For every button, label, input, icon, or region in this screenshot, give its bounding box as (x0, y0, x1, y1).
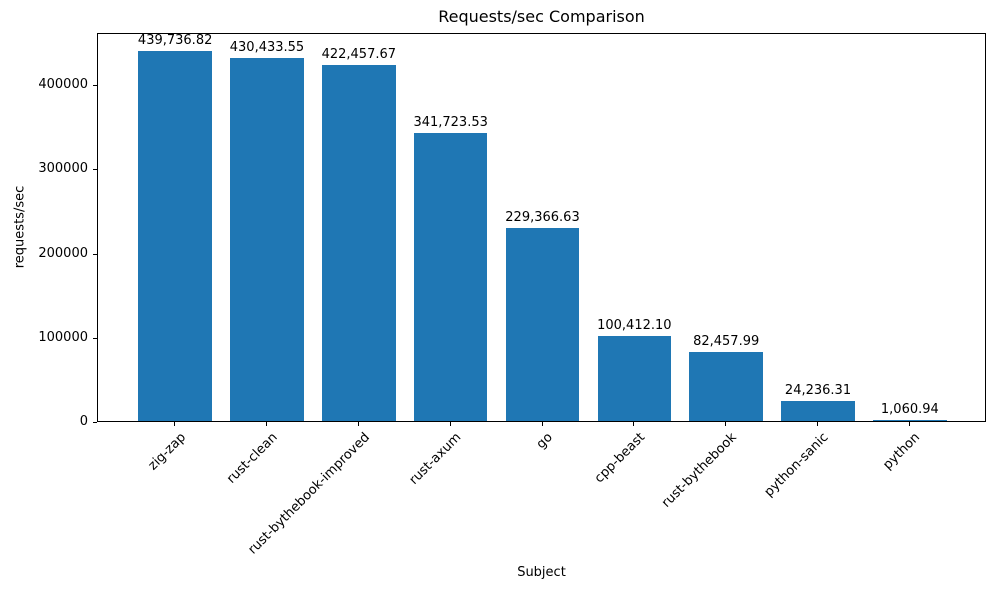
bar-value-label: 422,457.67 (321, 47, 397, 63)
x-tick-label-rust-bythebook: rust-bythebook (659, 430, 740, 511)
x-tick-mark (449, 422, 451, 426)
y-tick-mark (93, 85, 97, 86)
y-tick-label: 400000 (38, 77, 88, 92)
x-tick-label-cpp-beast: cpp-beast (591, 430, 648, 487)
bar-value-label: 439,736.82 (137, 32, 213, 48)
x-tick-label-rust-axum: rust-axum (406, 430, 465, 488)
x-tick-label-python: python (880, 430, 924, 473)
bar-value-label: 341,723.53 (413, 115, 488, 131)
x-tick-label-go: go (534, 430, 557, 453)
x-tick-mark (817, 422, 819, 426)
x-tick-mark (357, 422, 359, 426)
x-tick-mark (908, 422, 910, 426)
bar-python (873, 420, 947, 421)
x-tick-mark (265, 422, 267, 426)
x-tick-label-python-sanic: python-sanic (761, 430, 832, 500)
plot-area: 439,736.82 430,433.55 422,457.67 341,723.53… (93, 32, 986, 423)
x-tick-label-zig-zap: zig-zap (145, 430, 189, 474)
bar-rust-clean (230, 58, 304, 421)
y-tick-label: 0 (79, 414, 88, 429)
bar-rust-bythebook (689, 351, 763, 421)
x-axis-label: Subject (517, 565, 566, 580)
bar-cpp-beast (597, 336, 672, 421)
bar-python-sanic (781, 400, 855, 421)
y-tick-mark (93, 422, 97, 423)
bar-value-label: 24,236.31 (784, 382, 852, 398)
bar-value-label: 100,412.10 (597, 318, 672, 334)
bar-value-label: 430,433.55 (229, 40, 305, 56)
y-tick-label: 100000 (38, 329, 88, 345)
y-tick-label: 300000 (38, 161, 88, 177)
bar-value-label: 229,366.63 (505, 209, 580, 225)
x-tick-mark (633, 422, 635, 426)
x-tick-label-rust-clean: rust-clean (223, 430, 281, 487)
y-tick-mark (93, 253, 97, 255)
bar-zig-zap (138, 50, 212, 421)
bar-go (505, 227, 580, 421)
bar-value-label: 1,060.94 (880, 402, 939, 417)
x-tick-mark (725, 422, 727, 426)
y-tick-label: 200000 (38, 245, 88, 261)
x-tick-mark (174, 422, 176, 426)
x-tick-mark (541, 422, 543, 426)
bar-rust-bythebook-improved (322, 65, 396, 421)
bar-rust-axum (413, 133, 488, 421)
chart-title: Requests/sec Comparison (438, 7, 645, 26)
bar-value-label: 82,457.99 (693, 333, 760, 349)
y-tick-mark (93, 337, 97, 339)
y-tick-mark (93, 169, 97, 171)
